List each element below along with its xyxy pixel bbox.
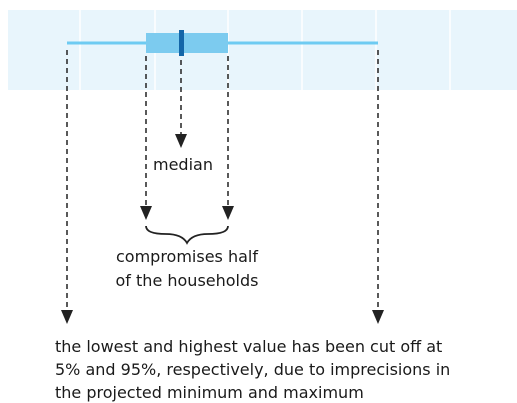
caption-line: the lowest and highest value has been cu… [55, 337, 442, 356]
half-label: of the households [116, 271, 259, 290]
band [8, 10, 517, 90]
median-line [179, 30, 184, 56]
caption-line: the projected minimum and maximum [55, 383, 364, 402]
box [146, 33, 228, 53]
median-label: median [153, 155, 213, 174]
arrows [61, 50, 384, 324]
caption-line: 5% and 95%, respectively, due to impreci… [55, 360, 450, 379]
half-label: compromises half [116, 247, 258, 266]
brace [145, 225, 229, 245]
